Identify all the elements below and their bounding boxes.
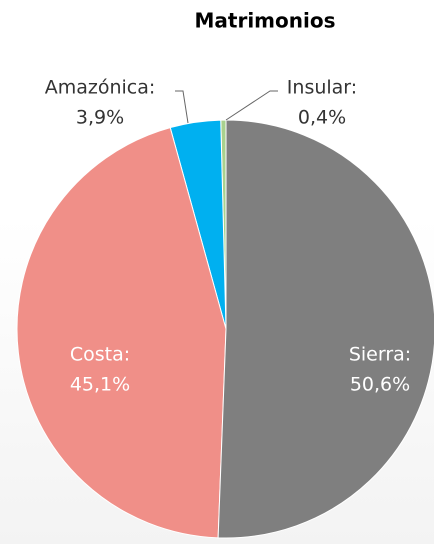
- leader-line: [175, 90, 189, 124]
- slice-label: Costa:: [70, 344, 130, 366]
- slice-value-label: 0,4%: [298, 107, 346, 129]
- pie-slice: [217, 119, 434, 539]
- slice-value-label: 50,6%: [350, 374, 410, 396]
- chart-title: Matrimonios: [195, 9, 336, 33]
- slice-value-label: 3,9%: [76, 107, 124, 129]
- slice-label: Insular:: [287, 77, 357, 99]
- slice-label: Sierra:: [349, 344, 411, 366]
- slice-value-label: 45,1%: [70, 374, 130, 396]
- pie-slice: [16, 126, 227, 539]
- slice-label: Amazónica:: [45, 77, 156, 99]
- leader-line: [225, 90, 278, 121]
